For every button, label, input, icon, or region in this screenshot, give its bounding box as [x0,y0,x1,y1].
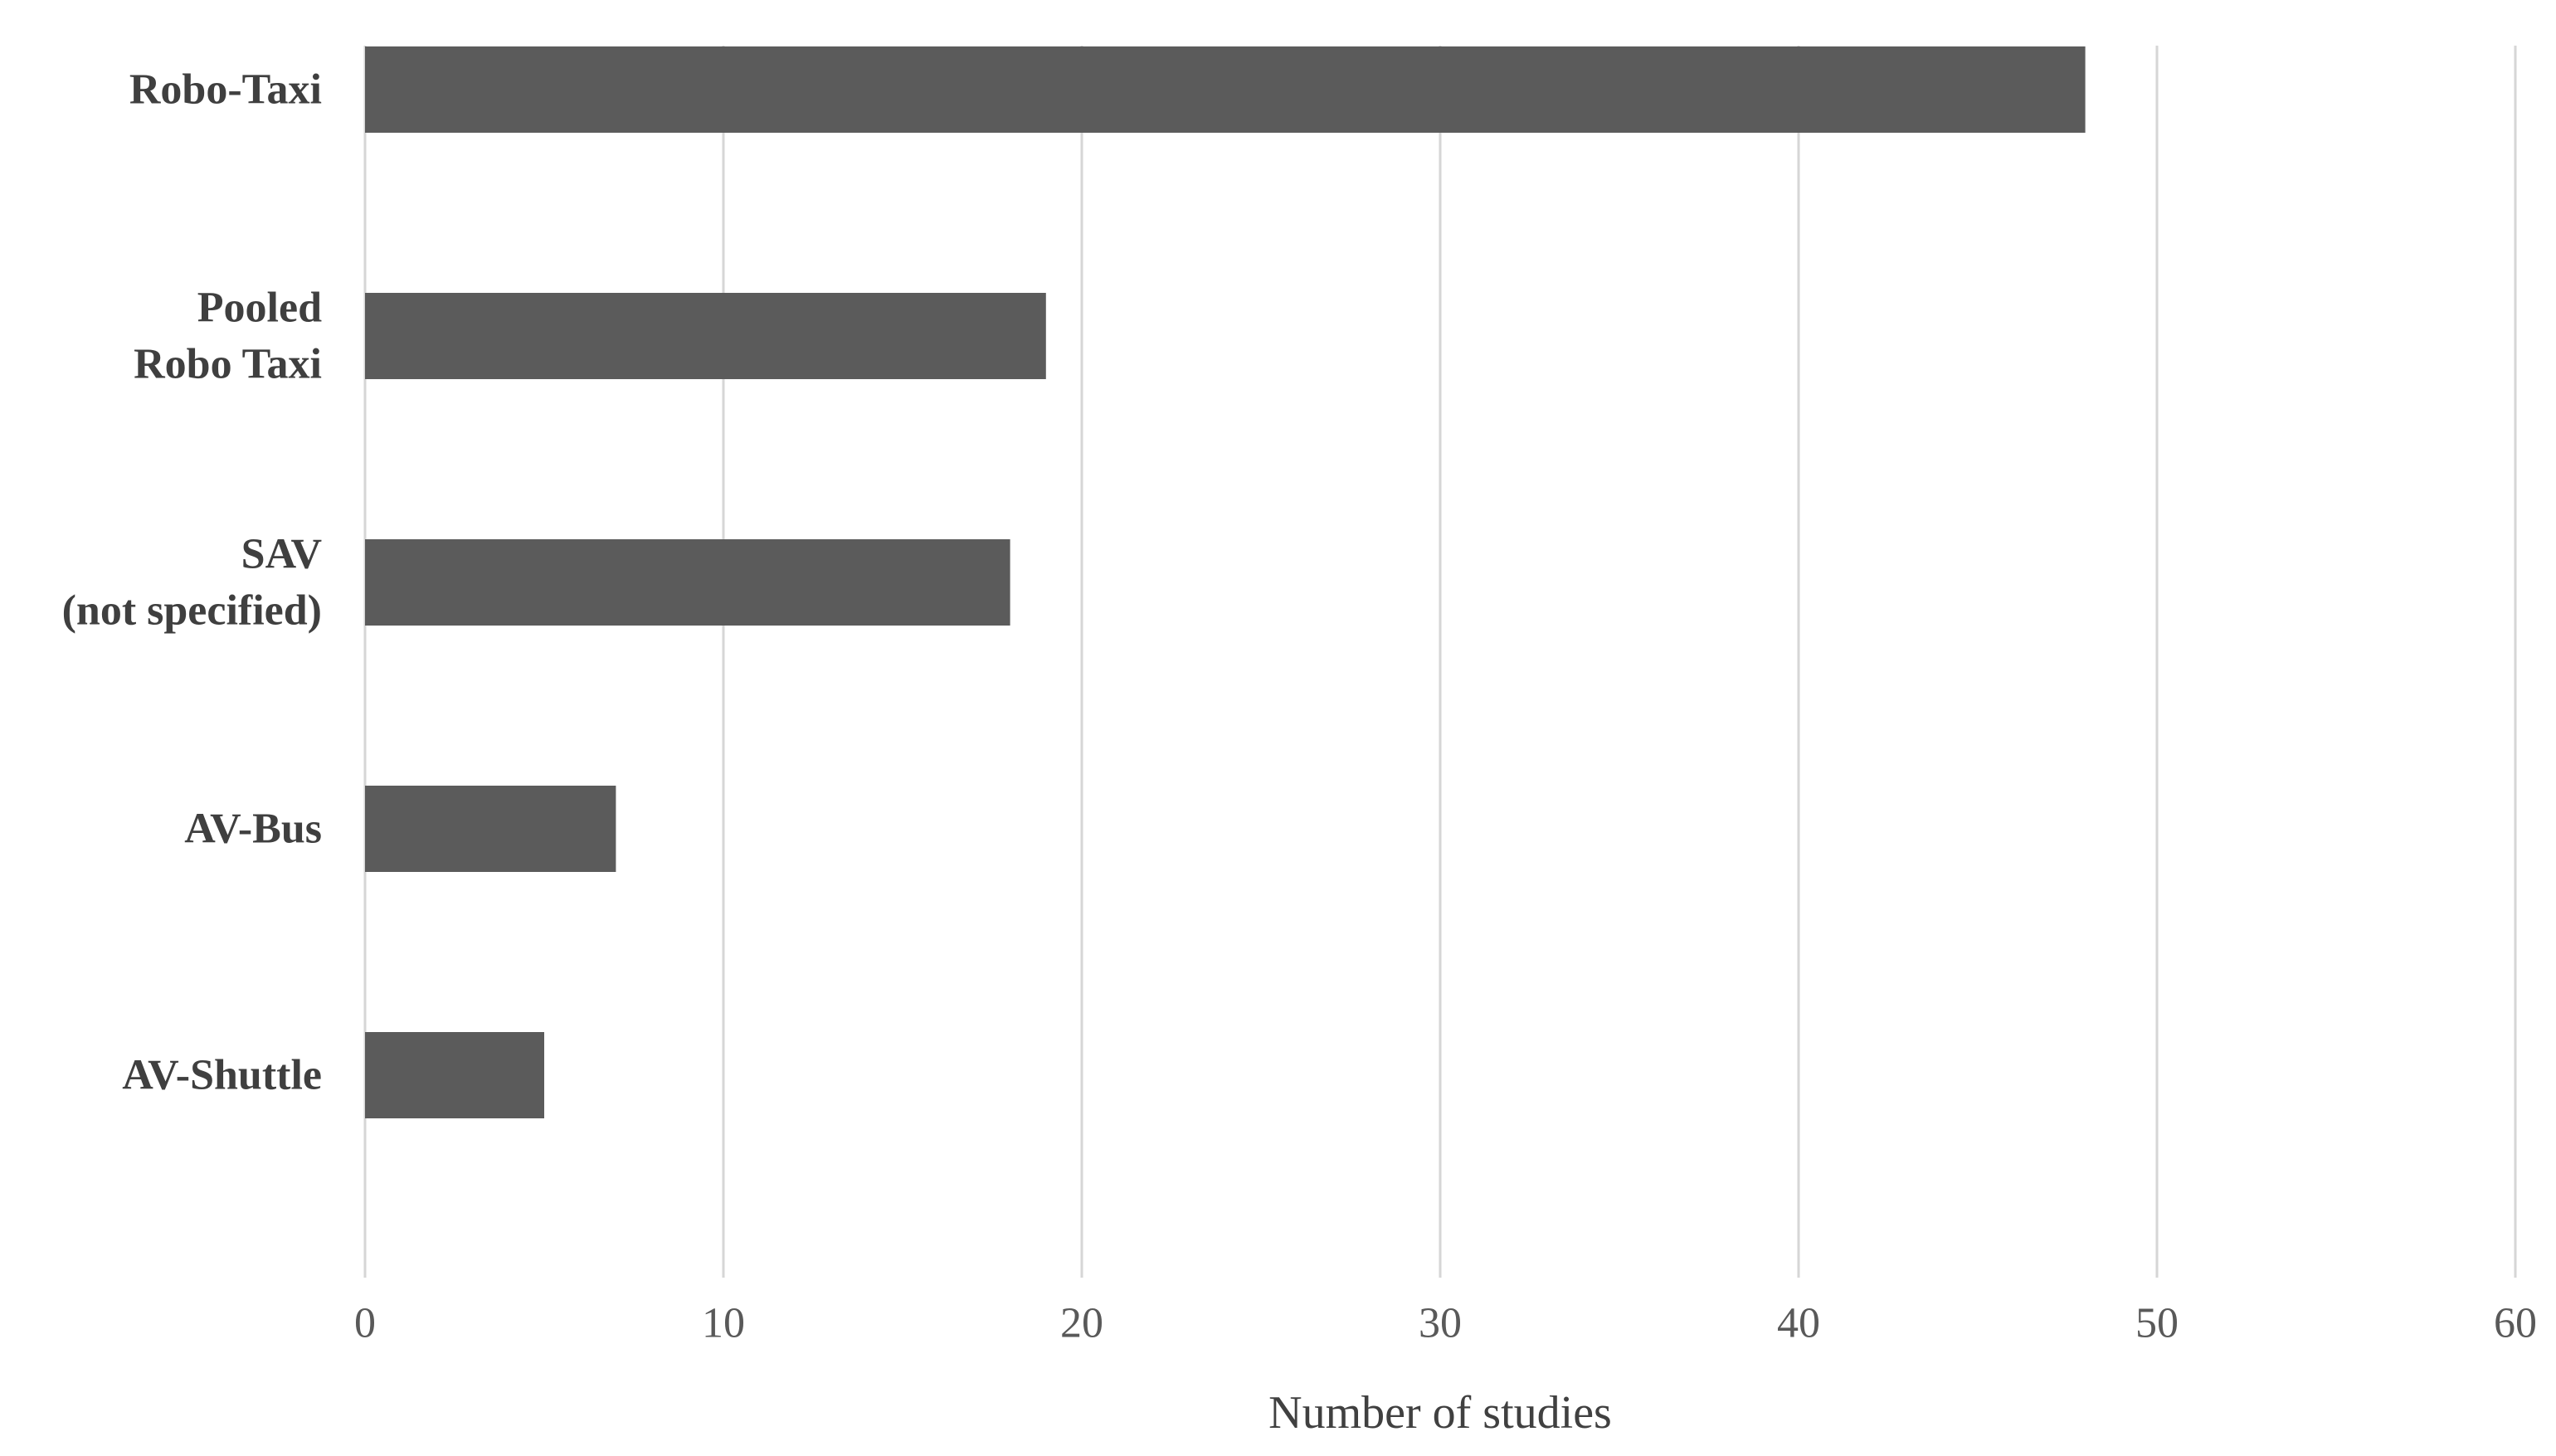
x-tick-label: 10 [702,1300,745,1347]
x-tick-label: 60 [2494,1300,2537,1347]
category-label: (not specified) [62,587,322,635]
category-labels: Robo-Taxi Pooled Robo Taxi SAV (not specifie… [62,66,322,1099]
bar [365,539,1010,626]
x-tick-label: 0 [354,1300,376,1347]
bars [365,46,2086,1118]
x-tick-label: 20 [1060,1300,1103,1347]
category-label: Robo Taxi [134,341,322,388]
x-tick-labels: 0 10 20 30 40 50 60 [354,1300,2537,1347]
category-label: Pooled [197,285,322,332]
category-label: AV-Bus [184,806,322,853]
bar [365,786,616,872]
category-label: Robo-Taxi [129,66,322,114]
x-tick-label: 40 [1777,1300,1820,1347]
category-label: SAV [241,531,322,578]
bar [365,293,1046,379]
bar [365,1032,544,1118]
x-tick-label: 30 [1419,1300,1462,1347]
x-tick-label: 50 [2135,1300,2179,1347]
category-label: AV-Shuttle [122,1052,322,1099]
x-axis-title: Number of studies [1268,1387,1612,1439]
gridlines [363,46,2517,1278]
bar [365,46,2086,133]
